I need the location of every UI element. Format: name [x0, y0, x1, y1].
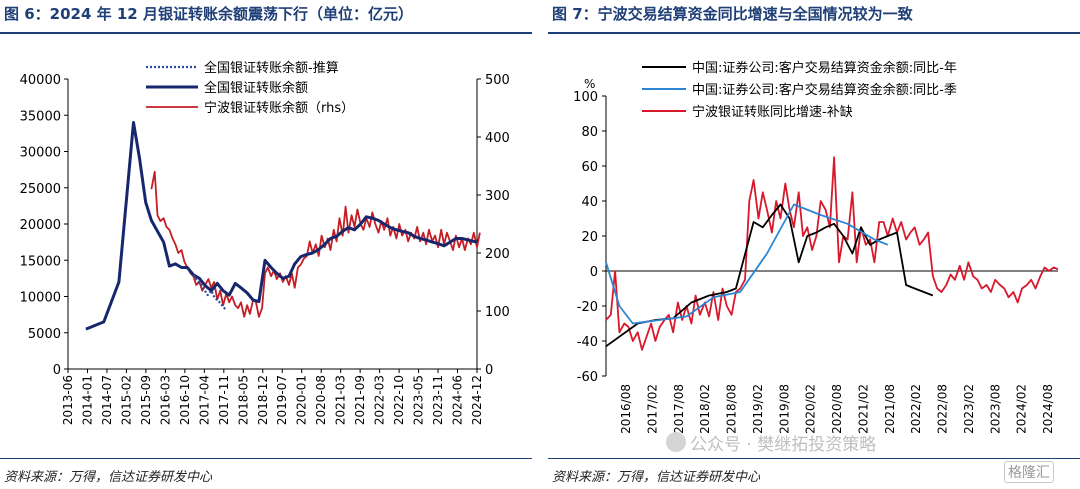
x-tick-label: 2023/08 — [988, 384, 1002, 434]
y-tick-label: -40 — [577, 335, 598, 350]
y-tick-label: 60 — [581, 160, 598, 175]
y-tick-label: 40 — [581, 195, 598, 210]
x-tick-label: 2019/02 — [751, 384, 765, 434]
legend-label-1: 中国:证券公司:客户交易结算资金余额:同比-季 — [692, 82, 957, 98]
x-tick-label: 2017/02 — [645, 384, 659, 434]
left-figure-panel: 图 6：2024 年 12 月银证转账余额震荡下行（单位：亿元） 0 5000 10… — [0, 0, 532, 489]
legend-label-1: 全国银证转账余额 — [204, 80, 308, 96]
x-tick-label: 2017/08 — [672, 384, 686, 434]
y-unit-label: % — [584, 77, 595, 91]
x-tick-label: 2023-11 — [431, 375, 445, 425]
x-tick-label: 2016/08 — [619, 384, 633, 434]
x-tick-label: 2014-01 — [80, 375, 94, 425]
x-tick-label: 2018-05 — [236, 375, 250, 425]
x-tick-label: 2018/08 — [725, 384, 739, 434]
y-tick-label: 20000 — [20, 218, 61, 233]
series-line-0 — [605, 203, 934, 348]
x-tick-label: 2021-03 — [334, 375, 348, 425]
x-tick-label: 2024-06 — [451, 375, 465, 425]
x-tick-label: 2022/02 — [909, 384, 923, 434]
y2-tick-label: 300 — [485, 189, 510, 204]
x-tick-label: 2018/02 — [698, 384, 712, 434]
x-tick-label: 2016-03 — [158, 375, 172, 425]
y-tick-label: 100 — [573, 90, 598, 105]
watermark-text: 公众号 · 樊继拓投资策略 — [690, 435, 877, 455]
y-tick-label: -60 — [577, 370, 598, 385]
x-tick-label: 2021/08 — [883, 384, 897, 434]
x-tick-label: 2022-03 — [373, 375, 387, 425]
right-source-note: 资料来源：万得，信达证券研发中心 — [552, 470, 761, 485]
y-tick-label: 15000 — [20, 254, 61, 269]
x-tick-label: 2016-10 — [178, 375, 192, 425]
y-tick-label: 80 — [581, 125, 598, 140]
right-figure-panel: 图 7：宁波交易结算资金同比增速与全国情况较为一致 % -60 -40 -20 0 20 4… — [548, 0, 1080, 489]
y-tick-label: 35000 — [20, 109, 61, 124]
x-tick-label: 2022-10 — [392, 375, 406, 425]
y-tick-label: 0 — [53, 363, 61, 378]
left-chart: 0500010000150002000025000300003500040000… — [20, 60, 510, 425]
right-bottom-rule — [548, 458, 1080, 459]
series-line-2 — [605, 156, 1059, 351]
x-tick-label: 2022/08 — [936, 384, 950, 434]
legend-label-2: 宁波银证转账同比增速-补缺 — [692, 104, 853, 120]
x-tick-label: 2020-01 — [295, 375, 309, 425]
series-line-0 — [192, 274, 227, 311]
series-line-1 — [605, 203, 889, 325]
x-tick-label: 2024/02 — [1015, 384, 1029, 434]
left-source-note: 资料来源：万得，信达证券研发中心 — [4, 470, 213, 485]
y2-tick-label: 500 — [485, 73, 510, 88]
y-tick-label: 20 — [581, 230, 598, 245]
x-tick-label: 2019-07 — [275, 375, 289, 425]
x-tick-label: 2020/08 — [830, 384, 844, 434]
x-tick-label: 2014-07 — [100, 375, 114, 425]
y-tick-label: 0 — [590, 265, 598, 280]
x-tick-label: 2017-11 — [217, 375, 231, 425]
x-tick-label: 2018-12 — [256, 375, 270, 425]
left-bottom-rule — [0, 458, 532, 459]
y-tick-label: 10000 — [20, 291, 61, 306]
legend-label-0: 全国银证转账余额-推算 — [204, 60, 339, 76]
x-tick-label: 2019/08 — [777, 384, 791, 434]
y2-tick-label: 200 — [485, 247, 510, 262]
right-title-rule — [548, 32, 1080, 34]
x-tick-label: 2024-12 — [470, 375, 484, 425]
legend-label-2: 宁波银证转账余额（rhs） — [204, 100, 354, 116]
x-tick-label: 2024/08 — [1041, 384, 1055, 434]
y2-tick-label: 400 — [485, 131, 510, 146]
y2-tick-label: 0 — [485, 363, 493, 378]
x-tick-label: 2015-02 — [119, 375, 133, 425]
publisher-logo: 格隆汇 — [1004, 461, 1054, 483]
x-tick-label: 2023/02 — [962, 384, 976, 434]
x-tick-label: 2015-09 — [139, 375, 153, 425]
legend-label-0: 中国:证券公司:客户交易结算资金余额:同比-年 — [692, 60, 957, 76]
left-figure-title: 图 6：2024 年 12 月银证转账余额震荡下行（单位：亿元） — [4, 5, 413, 23]
x-tick-label: 2023-05 — [412, 375, 426, 425]
y2-tick-label: 100 — [485, 305, 510, 320]
y-tick-label: -20 — [577, 300, 598, 315]
x-tick-label: 2020/02 — [804, 384, 818, 434]
right-chart: % -60 -40 -20 0 20 40 60 80 100 2016/08 2017/02 2017… — [573, 60, 1059, 434]
y-tick-label: 40000 — [20, 73, 61, 88]
x-tick-label: 2021/02 — [856, 384, 870, 434]
x-tick-label: 2020-08 — [314, 375, 328, 425]
x-tick-label: 2017-04 — [197, 375, 211, 425]
y-tick-label: 5000 — [28, 327, 61, 342]
y-tick-label: 25000 — [20, 182, 61, 197]
x-tick-label: 2021-09 — [353, 375, 367, 425]
x-tick-label: 2013-06 — [61, 375, 75, 425]
series-line-2 — [150, 170, 481, 318]
y-tick-label: 30000 — [20, 146, 61, 161]
left-title-rule — [0, 32, 532, 34]
wechat-icon — [666, 432, 686, 452]
series-line-1 — [85, 121, 478, 331]
right-figure-title: 图 7：宁波交易结算资金同比增速与全国情况较为一致 — [552, 5, 913, 23]
